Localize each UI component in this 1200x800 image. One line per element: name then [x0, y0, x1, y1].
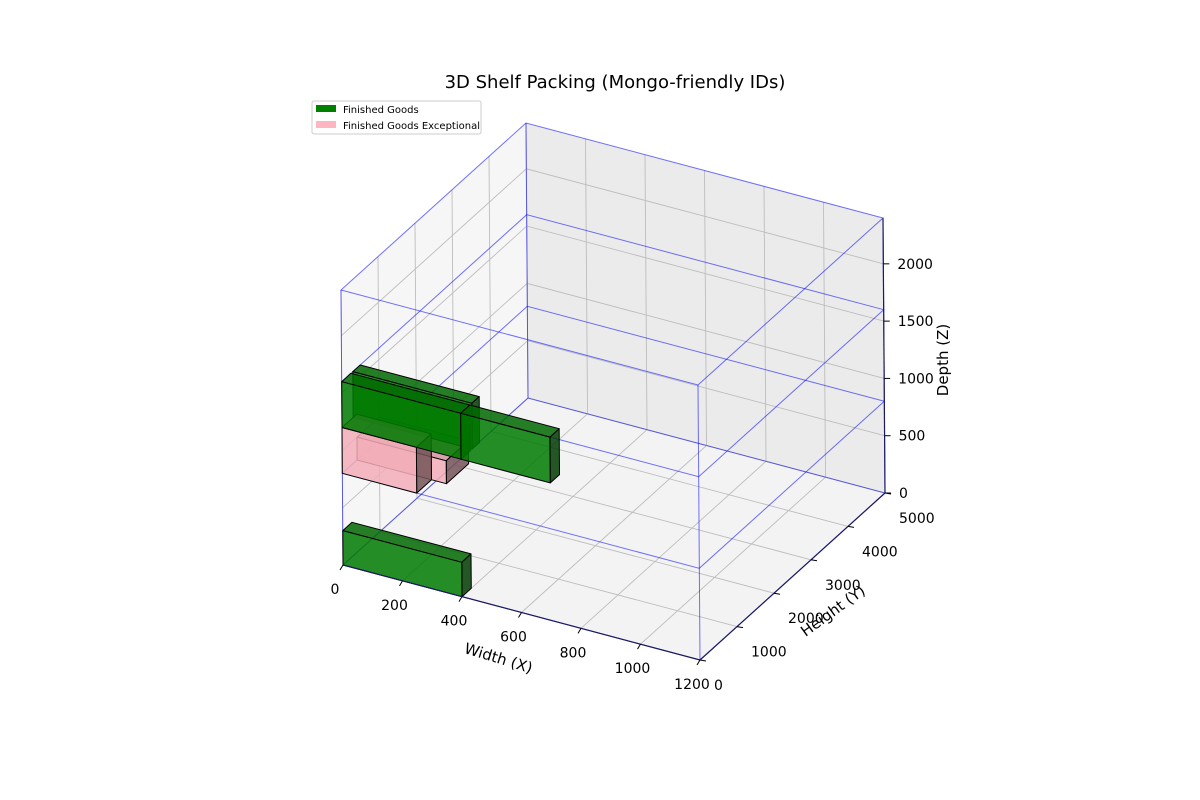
y-tick — [810, 559, 818, 562]
z-axis-label: Depth (Z) — [934, 324, 952, 396]
x-tick — [399, 580, 403, 587]
chart-title: 3D Shelf Packing (Mongo-friendly IDs) — [445, 72, 786, 93]
x-tick-label: 400 — [441, 614, 468, 630]
z-tick-label: 1500 — [898, 314, 934, 330]
x-tick-label: 1000 — [615, 661, 651, 677]
z-tick-label: 0 — [899, 486, 908, 502]
x-tick — [637, 643, 641, 650]
legend-swatch-finished-goods-exceptional — [316, 121, 336, 128]
box-side-face — [549, 428, 560, 484]
legend-label-finished-goods-exceptional: Finished Goods Exceptional — [343, 121, 480, 132]
box-finished-goods-3 — [460, 404, 560, 484]
y-tick-label: 1000 — [751, 645, 787, 661]
x-tick — [518, 612, 522, 618]
box-finished-goods-0 — [342, 521, 472, 598]
x-tick-label: 800 — [560, 645, 587, 661]
y-tick-label: 5000 — [899, 511, 935, 527]
legend-frame — [311, 100, 482, 135]
x-tick-label: 1200 — [674, 677, 710, 693]
shelf-post — [697, 384, 701, 661]
y-tick — [736, 626, 744, 629]
x-tick — [339, 564, 344, 571]
x-tick — [577, 628, 582, 634]
legend-label-finished-goods: Finished Goods — [343, 105, 419, 116]
y-tick-label: 3000 — [825, 578, 861, 594]
boxes-layer — [341, 364, 560, 598]
box-front-face — [460, 412, 551, 484]
y-tick — [773, 592, 781, 595]
x-tick-label: 0 — [331, 582, 340, 598]
z-tick-label: 1000 — [898, 371, 934, 387]
y-tick — [847, 525, 855, 528]
z-tick-label: 2000 — [897, 257, 933, 273]
x-tick-label: 200 — [381, 598, 408, 614]
y-axis-line — [699, 492, 886, 661]
legend: Finished Goods Finished Goods Exceptiona… — [311, 100, 482, 135]
shelf-post — [525, 122, 529, 399]
y-tick-label: 2000 — [788, 611, 824, 627]
x-tick-label: 600 — [500, 630, 527, 646]
y-tick — [699, 659, 707, 662]
y-tick-label: 0 — [714, 678, 723, 694]
x-tick — [458, 596, 463, 602]
legend-swatch-finished-goods — [316, 105, 336, 112]
z-tick-label: 500 — [899, 429, 926, 445]
x-tick — [696, 659, 701, 666]
y-tick-label: 4000 — [862, 544, 898, 560]
